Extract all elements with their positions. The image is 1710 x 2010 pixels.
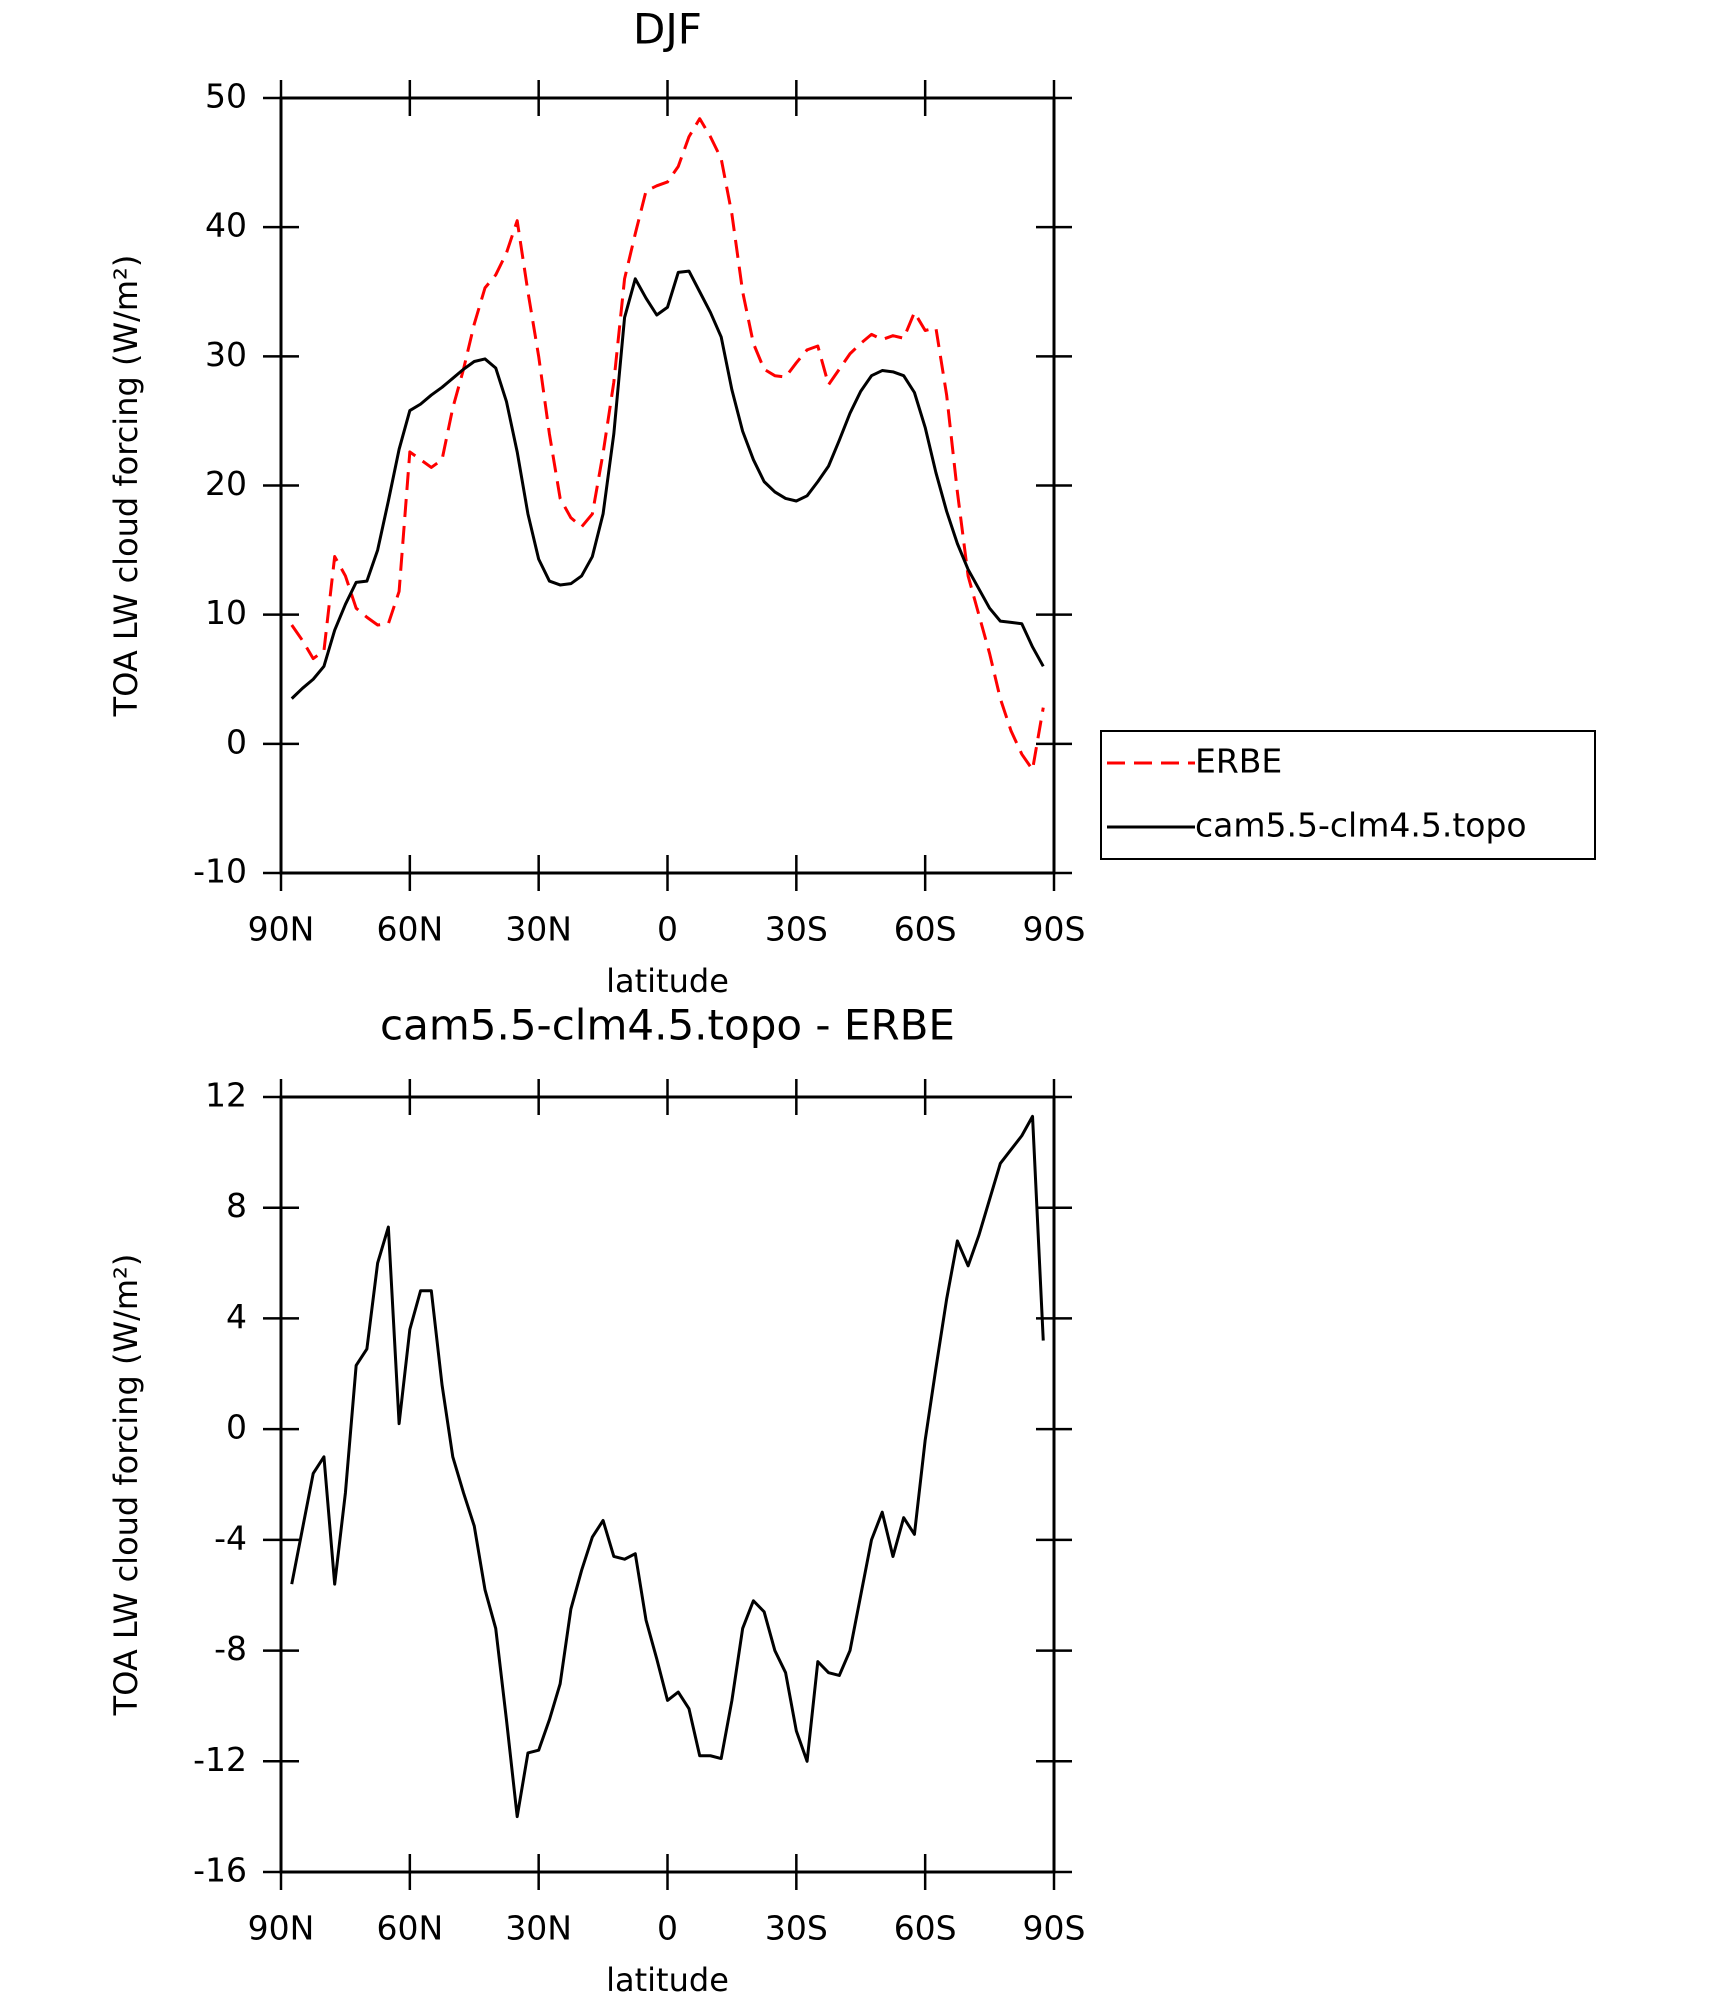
x-tick-label: 30N: [505, 1909, 572, 1948]
y-tick-label: -10: [193, 852, 247, 891]
y-tick-label: -12: [193, 1740, 247, 1779]
x-tick-label: 30S: [765, 1909, 828, 1948]
legend-box: [1100, 730, 1596, 860]
y-tick-label: 20: [205, 464, 247, 503]
x-tick-label: 0: [657, 1909, 678, 1948]
y-tick-label: -8: [214, 1629, 247, 1668]
y-tick-label: 30: [205, 335, 247, 374]
data-line: [290, 269, 1045, 700]
legend-label: ERBE: [1195, 742, 1282, 781]
x-tick-label: 90N: [248, 1909, 315, 1948]
y-tick-label: 40: [205, 206, 247, 245]
x-tick-label: 90N: [248, 910, 315, 949]
y-axis-label: TOA LW cloud forcing (W/m²): [107, 255, 145, 718]
y-tick-label: 12: [205, 1076, 247, 1115]
plot-frame: [279, 96, 1056, 875]
chart-title: cam5.5-clm4.5.topo - ERBE: [380, 1001, 955, 1050]
x-tick-label: 0: [657, 910, 678, 949]
plot-frame: [279, 1095, 1056, 1874]
chart-title: DJF: [633, 5, 702, 54]
x-tick-label: 30S: [765, 910, 828, 949]
x-axis-label: latitude: [606, 1961, 729, 1999]
y-tick-label: 0: [226, 722, 247, 761]
data-line: [290, 1114, 1045, 1819]
x-axis-label: latitude: [606, 962, 729, 1000]
y-tick-label: 4: [226, 1297, 247, 1336]
y-axis-label: TOA LW cloud forcing (W/m²): [107, 1254, 145, 1717]
y-tick-label: -16: [193, 1851, 247, 1890]
x-tick-label: 60N: [376, 1909, 443, 1948]
y-tick-label: 50: [205, 77, 247, 116]
x-tick-label: 90S: [1023, 1909, 1086, 1948]
data-line: [290, 117, 1045, 772]
y-tick-label: 0: [226, 1408, 247, 1447]
x-tick-label: 60S: [894, 1909, 957, 1948]
x-tick-label: 60N: [376, 910, 443, 949]
x-tick-label: 60S: [894, 910, 957, 949]
legend-label: cam5.5-clm4.5.topo: [1195, 806, 1527, 845]
x-tick-label: 90S: [1023, 910, 1086, 949]
y-tick-label: 8: [226, 1186, 247, 1225]
y-tick-label: -4: [214, 1518, 247, 1557]
y-tick-label: 10: [205, 593, 247, 632]
x-tick-label: 30N: [505, 910, 572, 949]
